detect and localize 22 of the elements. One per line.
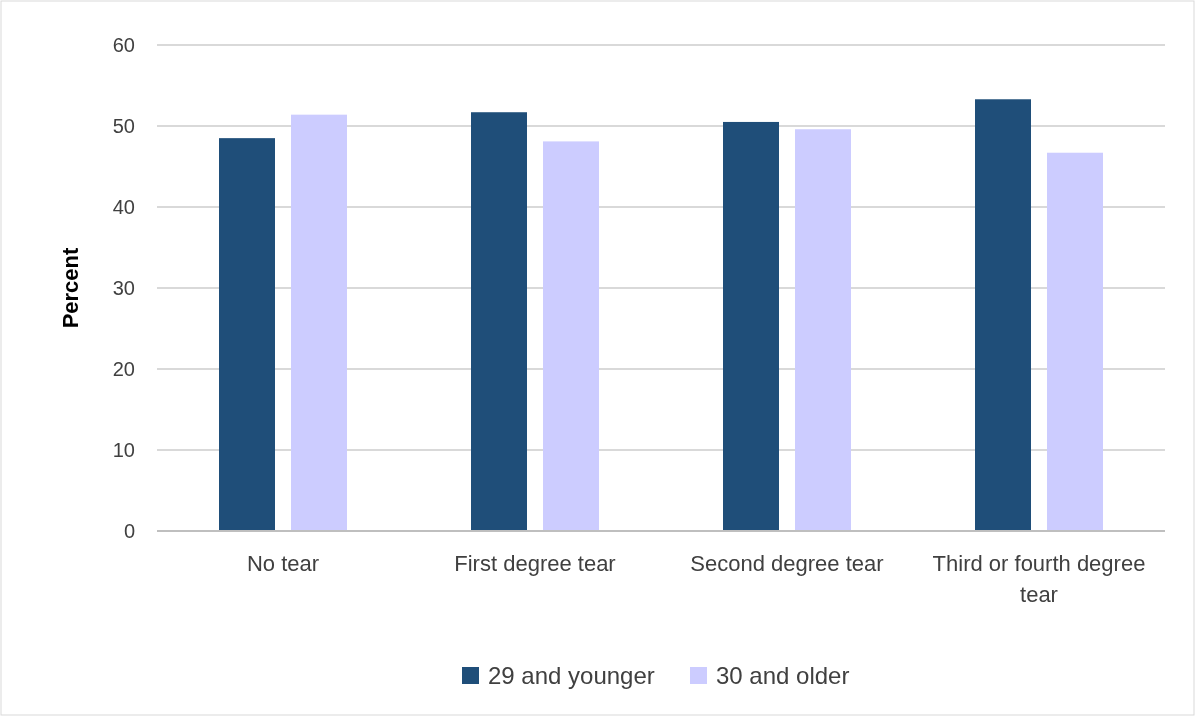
y-tick-label: 40 bbox=[112, 196, 135, 218]
y-tick-label: 20 bbox=[112, 358, 135, 380]
legend-label: 30 and older bbox=[716, 662, 850, 690]
bar bbox=[219, 138, 275, 531]
bar bbox=[471, 112, 527, 531]
x-tick-label: Second degree tear bbox=[690, 551, 884, 576]
y-tick-label: 0 bbox=[123, 520, 135, 542]
y-tick-label: 30 bbox=[112, 277, 135, 299]
y-tick-label: 50 bbox=[112, 115, 135, 137]
bar bbox=[795, 129, 851, 531]
y-tick-label: 10 bbox=[112, 439, 135, 461]
legend-label: 29 and younger bbox=[488, 662, 655, 690]
bar bbox=[291, 114, 347, 531]
x-tick-label: First degree tear bbox=[454, 551, 616, 576]
x-tick-label: Third or fourth degree tear bbox=[932, 551, 1146, 607]
bar bbox=[1047, 152, 1103, 531]
bar bbox=[975, 99, 1031, 531]
x-tick-label: No tear bbox=[246, 551, 320, 576]
bar bbox=[723, 121, 779, 531]
y-axis-title: Percent bbox=[58, 246, 83, 329]
bar bbox=[543, 141, 599, 531]
y-tick-label: 60 bbox=[112, 34, 135, 56]
